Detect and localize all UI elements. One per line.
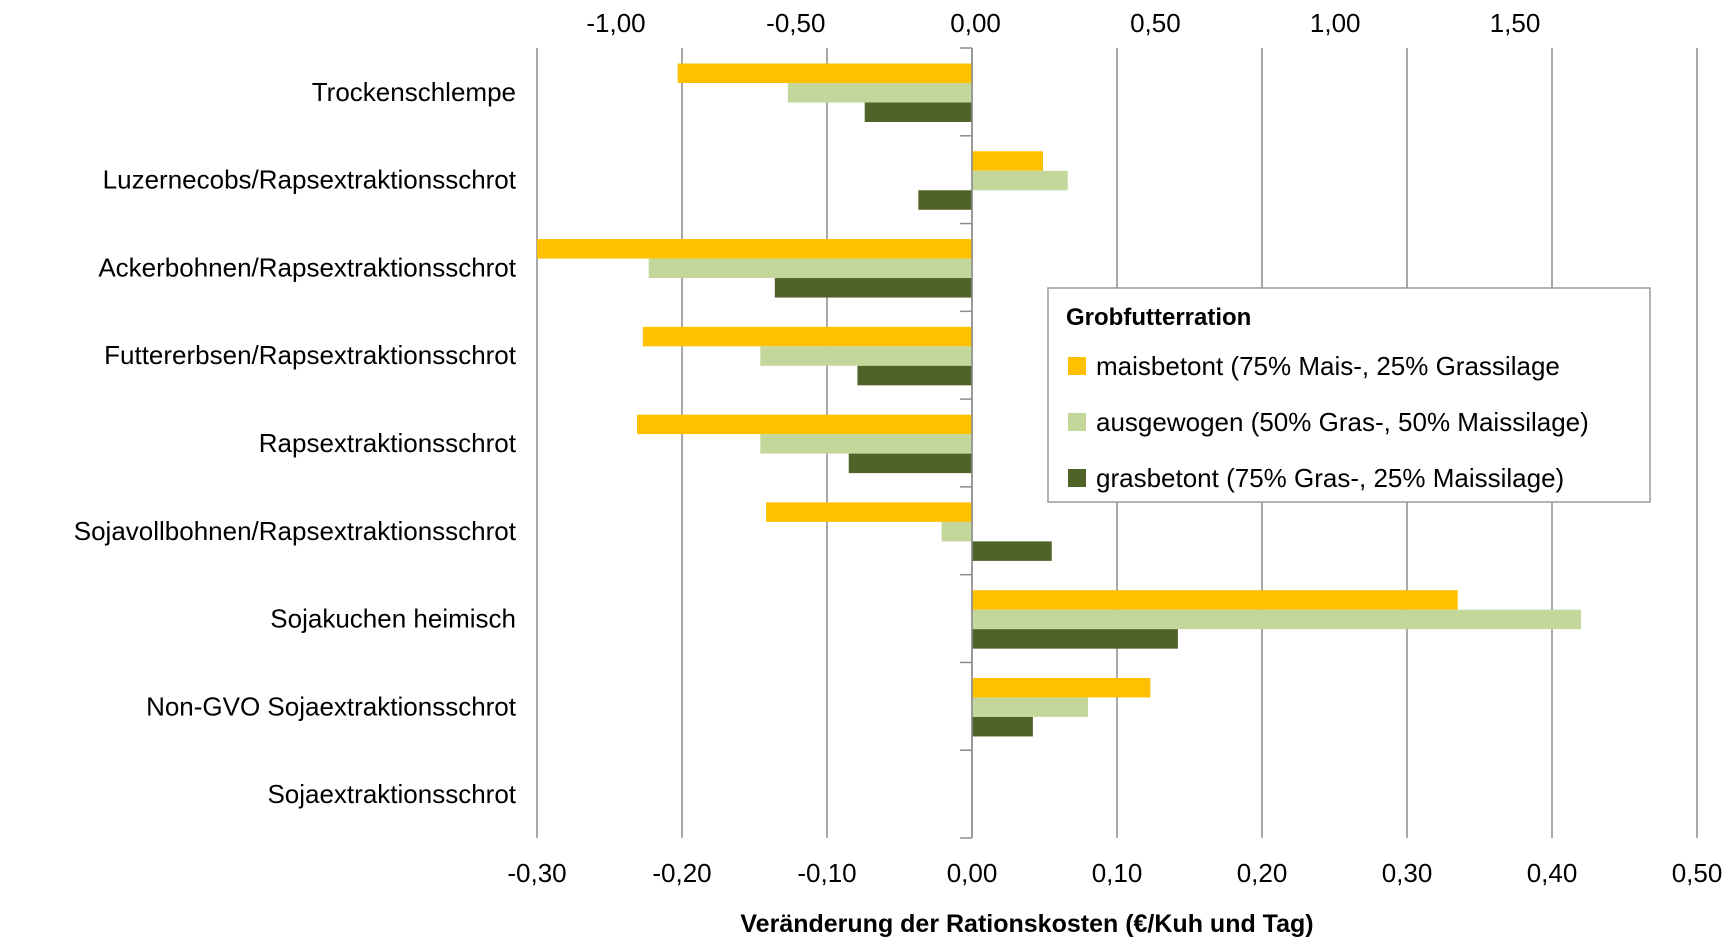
x-axis-title: Veränderung der Rationskosten (€/Kuh und… <box>740 910 1313 938</box>
x-tick-label: 0,50 <box>1672 858 1723 888</box>
category-label: Futtererbsen/Rapsextraktionsschrot <box>104 340 517 370</box>
bar <box>787 83 972 103</box>
bar <box>941 521 972 542</box>
legend: Grobfutterration maisbetont (75% Mais-, … <box>1047 287 1651 503</box>
x-tick-label: -0,30 <box>507 858 566 888</box>
bars <box>537 63 1581 737</box>
bar <box>677 63 972 83</box>
secondary-x-tick-label: -0,50 <box>766 8 825 38</box>
bar <box>642 326 972 347</box>
bar <box>648 258 972 279</box>
category-label: Non-GVO Sojaextraktionsschrot <box>146 691 517 721</box>
legend-title: Grobfutterration <box>1066 304 1251 331</box>
secondary-x-tick-label: 0,00 <box>950 8 1001 38</box>
bar <box>766 502 972 522</box>
bar <box>972 609 1581 630</box>
x-tick-label: 0,20 <box>1237 858 1288 888</box>
category-label: Ackerbohnen/Rapsextraktionsschrot <box>98 252 516 282</box>
bar <box>774 278 972 298</box>
secondary-x-tick-label: 1,50 <box>1490 8 1541 38</box>
legend-swatch <box>1068 413 1086 431</box>
bar <box>972 716 1033 737</box>
legend-items: maisbetont (75% Mais-, 25% Grassilage aus… <box>1068 351 1589 493</box>
legend-label: grasbetont (75% Gras-, 25% Maissilage) <box>1096 463 1564 493</box>
category-label: Sojavollbohnen/Rapsextraktionsschrot <box>74 516 517 546</box>
bar <box>972 677 1151 698</box>
bar <box>848 453 972 474</box>
secondary-x-tick-label: 1,00 <box>1310 8 1361 38</box>
x-tick-label: 0,30 <box>1382 858 1433 888</box>
legend-label: maisbetont (75% Mais-, 25% Grassilage <box>1096 351 1560 381</box>
legend-box <box>1047 287 1651 503</box>
bar <box>972 697 1088 717</box>
x-tick-label: -0,20 <box>652 858 711 888</box>
legend-swatch <box>1068 357 1086 375</box>
category-label: Trockenschlempe <box>312 77 516 107</box>
legend-label: ausgewogen (50% Gras-, 50% Maissilage) <box>1096 407 1589 437</box>
x-axis-tick-labels: -0,30 -0,20 -0,10 0,00 0,10 0,20 0,30 0,40 0,50 <box>507 858 1722 888</box>
bar <box>537 239 972 259</box>
bar <box>637 414 972 435</box>
bar <box>918 190 972 210</box>
bar <box>864 102 972 122</box>
secondary-x-axis-tick-labels: -1,00 -0,50 0,00 0,50 1,00 1,50 <box>586 8 1540 38</box>
x-tick-label: -0,10 <box>797 858 856 888</box>
category-label: Sojaextraktionsschrot <box>267 779 516 809</box>
x-tick-label: 0,10 <box>1092 858 1143 888</box>
x-tick-label: 0,40 <box>1527 858 1578 888</box>
bar <box>972 170 1068 191</box>
category-label: Sojakuchen heimisch <box>270 604 516 634</box>
bar <box>972 151 1044 171</box>
bar <box>972 541 1052 561</box>
category-labels: Trockenschlempe Luzernecobs/Rapsextraktio… <box>74 77 517 809</box>
bar <box>760 346 972 366</box>
x-tick-label: 0,00 <box>947 858 998 888</box>
secondary-x-tick-label: 0,50 <box>1130 8 1181 38</box>
category-ticks <box>960 47 972 839</box>
legend-swatch <box>1068 469 1086 487</box>
bar <box>972 590 1458 610</box>
secondary-x-tick-label: -1,00 <box>586 8 645 38</box>
category-label: Luzernecobs/Rapsextraktionsschrot <box>103 165 517 195</box>
bar <box>760 434 972 454</box>
bar <box>972 629 1178 649</box>
category-label: Rapsextraktionsschrot <box>259 428 517 458</box>
bar <box>857 365 972 386</box>
